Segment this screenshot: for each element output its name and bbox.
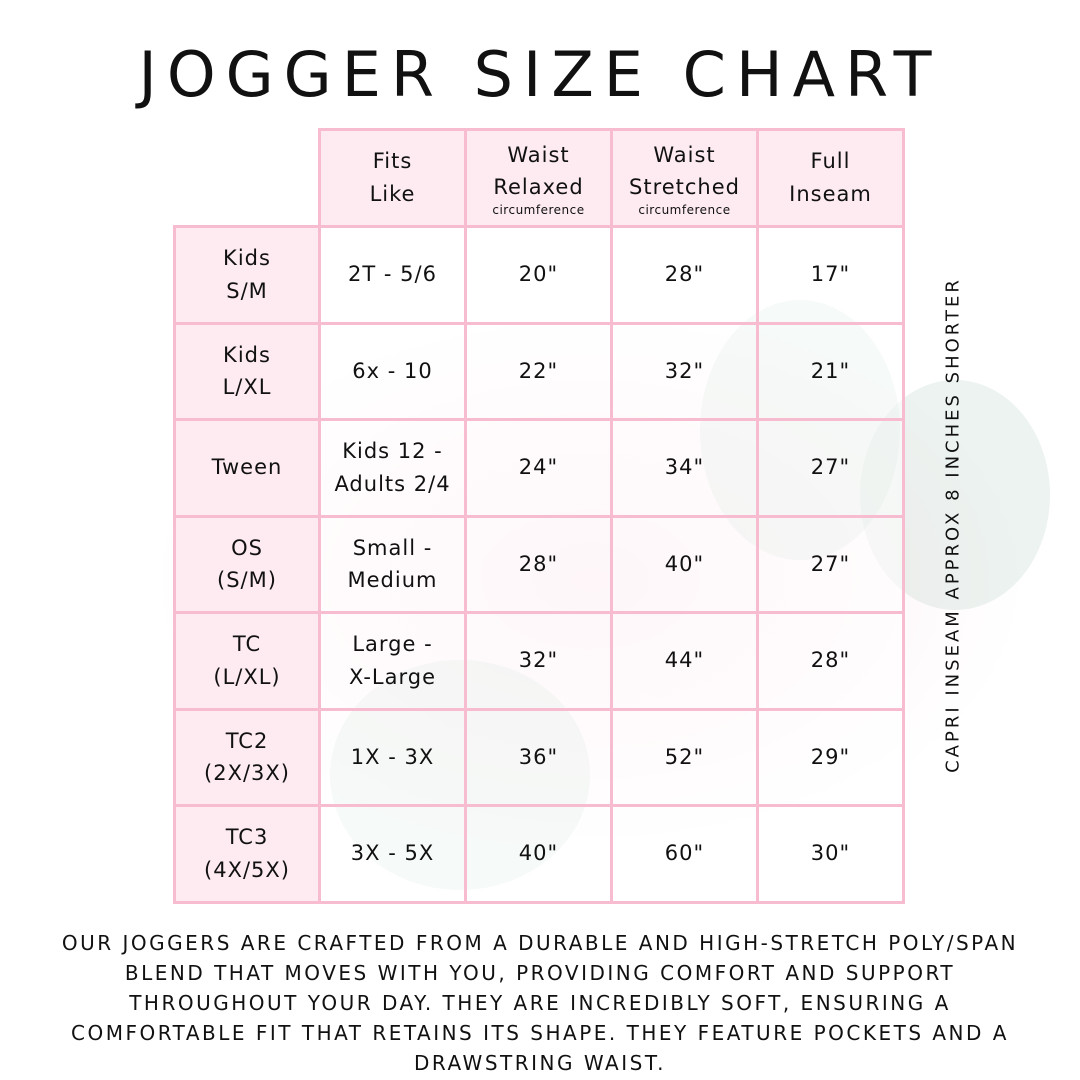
- corner-cell: [175, 130, 320, 227]
- waist-stretched-cell: 32": [610, 321, 759, 421]
- waist-stretched-cell: 52": [610, 707, 759, 807]
- table-row: Tween Kids 12 - Adults 2/4 24" 34" 27": [173, 418, 905, 518]
- page-title: JOGGER SIZE CHART: [138, 38, 942, 111]
- waist-stretched-cell: 28": [610, 225, 759, 325]
- fits-like-cell: 2T - 5/6: [318, 225, 467, 325]
- table-row: TC3 (4X/5X) 3X - 5X 40" 60" 30": [173, 804, 905, 904]
- cell-line: Kids: [223, 342, 271, 367]
- fits-like-cell: Small - Medium: [318, 514, 467, 614]
- column-header: Waist Stretched circumference: [610, 128, 759, 228]
- inseam-cell: 30": [756, 804, 905, 904]
- cell-line: OS: [231, 535, 263, 560]
- cell-line: (L/XL): [213, 664, 281, 689]
- waist-stretched-cell: 40": [610, 514, 759, 614]
- cell-line: (2X/3X): [204, 761, 290, 786]
- fits-like-cell: Kids 12 - Adults 2/4: [318, 418, 467, 518]
- inseam-cell: 28": [756, 611, 905, 711]
- cell-line: TC3: [225, 825, 269, 850]
- inseam-cell: 29": [756, 707, 905, 807]
- cell-line: Adults 2/4: [334, 471, 451, 496]
- header-line: Like: [369, 182, 416, 206]
- cell-line: (S/M): [217, 568, 277, 593]
- capri-note: CAPRI INSEAM APPROX 8 INCHES SHORTER: [942, 277, 964, 773]
- table-row: Kids L/XL 6x - 10 22" 32" 21": [173, 321, 905, 421]
- fits-like-cell: Large - X-Large: [318, 611, 467, 711]
- inseam-cell: 27": [756, 418, 905, 518]
- size-cell: TC2 (2X/3X): [173, 707, 321, 807]
- header-line: Waist: [507, 142, 570, 167]
- header-line: Fits: [372, 149, 413, 174]
- header-row: Fits Like Waist Relaxed circumference Waist St…: [175, 128, 905, 228]
- inseam-cell: 17": [756, 225, 905, 325]
- size-cell: Kids L/XL: [173, 321, 321, 421]
- cell-line: Kids 12 -: [342, 439, 443, 464]
- fits-like-cell: 3X - 5X: [318, 804, 467, 904]
- cell-line: Kids: [223, 246, 271, 271]
- waist-relaxed-cell: 24": [464, 418, 613, 518]
- table-row: TC2 (2X/3X) 1X - 3X 36" 52" 29": [173, 707, 905, 807]
- fits-like-cell: 6x - 10: [318, 321, 467, 421]
- waist-stretched-cell: 60": [610, 804, 759, 904]
- waist-relaxed-cell: 40": [464, 804, 613, 904]
- cell-line: Tween: [211, 455, 283, 480]
- fits-like-cell: 1X - 3X: [318, 707, 467, 807]
- cell-line: TC: [232, 632, 262, 657]
- cell-line: Large -: [352, 632, 433, 657]
- waist-stretched-cell: 44": [610, 611, 759, 711]
- cell-line: TC2: [225, 728, 269, 753]
- header-line: Relaxed: [493, 175, 584, 200]
- waist-relaxed-cell: 22": [464, 321, 613, 421]
- inseam-cell: 21": [756, 321, 905, 421]
- size-table: Fits Like Waist Relaxed circumference Waist St…: [173, 128, 905, 904]
- size-cell: OS (S/M): [173, 514, 321, 614]
- size-cell: Tween: [173, 418, 321, 518]
- size-cell: TC3 (4X/5X): [173, 804, 321, 904]
- table-row: OS (S/M) Small - Medium 28" 40" 27": [173, 514, 905, 614]
- cell-line: 3X - 5X: [350, 841, 435, 866]
- cell-line: (4X/5X): [204, 857, 290, 882]
- table-row: Kids S/M 2T - 5/6 20" 28" 17": [173, 225, 905, 325]
- waist-relaxed-cell: 28": [464, 514, 613, 614]
- header-line: Inseam: [789, 182, 872, 206]
- waist-relaxed-cell: 36": [464, 707, 613, 807]
- cell-line: Small -: [352, 535, 433, 560]
- header-line: Waist: [653, 142, 716, 167]
- cell-line: L/XL: [222, 375, 272, 400]
- column-header: Waist Relaxed circumference: [464, 128, 613, 228]
- header-line: Stretched: [629, 175, 740, 200]
- waist-stretched-cell: 34": [610, 418, 759, 518]
- inseam-cell: 27": [756, 514, 905, 614]
- waist-relaxed-cell: 32": [464, 611, 613, 711]
- description: Our joggers are crafted from a durable a…: [61, 931, 1019, 1075]
- waist-relaxed-cell: 20": [464, 225, 613, 325]
- cell-line: 2T - 5/6: [348, 262, 437, 287]
- size-cell: TC (L/XL): [173, 611, 321, 711]
- cell-line: 1X - 3X: [350, 744, 435, 769]
- cell-line: S/M: [226, 278, 268, 303]
- cell-line: Medium: [347, 568, 438, 593]
- column-header: Fits Like: [318, 128, 467, 228]
- size-cell: Kids S/M: [173, 225, 321, 325]
- header-line: Full: [810, 149, 851, 174]
- header-subtitle: circumference: [492, 202, 585, 217]
- header-subtitle: circumference: [638, 202, 731, 217]
- column-header: Full Inseam: [756, 128, 905, 228]
- table-row: TC (L/XL) Large - X-Large 32" 44" 28": [173, 611, 905, 711]
- cell-line: X-Large: [348, 664, 436, 689]
- cell-line: 6x - 10: [352, 358, 433, 383]
